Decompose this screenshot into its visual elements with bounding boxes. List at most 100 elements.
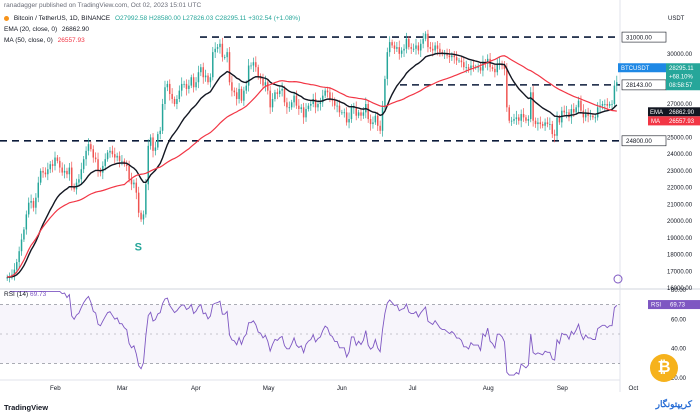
- candle-body: [245, 85, 247, 91]
- candle-body: [73, 185, 75, 190]
- event-icon: [613, 274, 623, 284]
- candle-body: [453, 55, 455, 58]
- y-tick-label: 30000.00: [667, 52, 693, 58]
- candle-body: [247, 65, 250, 86]
- candle-body: [140, 212, 142, 220]
- candle-body: [125, 164, 128, 166]
- symbol-tag-label: BTCUSDT: [621, 66, 650, 72]
- candle-body: [515, 117, 518, 120]
- candle-body: [281, 88, 283, 91]
- candle-body: [338, 105, 341, 113]
- candle-body: [209, 77, 212, 83]
- candle-body: [85, 150, 87, 160]
- candle-body: [391, 42, 393, 46]
- candle-body: [381, 107, 384, 131]
- ma-legend: MA (50, close, 0) 26557.93: [4, 37, 88, 44]
- ma-tag-value: 26557.93: [669, 119, 695, 125]
- candle-body: [410, 47, 412, 49]
- candle-body: [322, 95, 324, 103]
- candle-body: [300, 107, 302, 110]
- candle-body: [157, 134, 159, 148]
- candle-body: [173, 98, 176, 104]
- x-tick-label: Mar: [117, 385, 128, 392]
- candle-body: [496, 63, 499, 73]
- rsi-label: RSI (14): [4, 291, 29, 298]
- candle-body: [333, 100, 336, 106]
- candle-body: [513, 119, 515, 121]
- candle-body: [116, 155, 118, 158]
- candle-body: [530, 92, 532, 120]
- candle-body: [465, 67, 467, 68]
- candle-body: [295, 95, 298, 106]
- candle-body: [455, 57, 458, 61]
- candle-body: [551, 124, 553, 135]
- rsi-tag-label: RSI: [651, 303, 661, 309]
- bitcoin-icon: [4, 15, 9, 21]
- candle-body: [388, 42, 391, 53]
- candles: [6, 29, 618, 283]
- candle-body: [18, 251, 20, 263]
- candle-body: [135, 182, 138, 193]
- candle-body: [276, 92, 279, 94]
- candle-body: [180, 83, 183, 91]
- x-tick-label: Feb: [50, 385, 61, 392]
- candle-body: [386, 52, 389, 79]
- level-label: 28143.00: [626, 82, 652, 89]
- candle-body: [518, 117, 520, 121]
- candle-body: [336, 105, 338, 107]
- candle-body: [417, 45, 420, 51]
- candle-body: [580, 100, 582, 111]
- last-price-tag-bg: [666, 63, 700, 91]
- candle-body: [549, 124, 551, 125]
- candle-body: [20, 239, 23, 252]
- candle-body: [147, 145, 149, 185]
- x-tick-label: Sep: [557, 385, 569, 392]
- last-price-change: +68.10%: [669, 74, 694, 80]
- candle-body: [142, 214, 145, 220]
- candle-body: [527, 119, 530, 121]
- candle-body: [367, 104, 369, 120]
- rsi-tag-value: 69.73: [670, 303, 686, 309]
- candle-body: [360, 112, 362, 116]
- candle-body: [183, 83, 185, 85]
- candle-body: [302, 107, 305, 118]
- candle-body: [16, 262, 18, 270]
- y-tick-label: 19000.00: [667, 236, 693, 242]
- candle-body: [434, 45, 436, 51]
- candle-body: [319, 102, 322, 104]
- candle-body: [61, 167, 63, 173]
- candle-body: [176, 98, 178, 104]
- ema-tag-value: 26862.90: [669, 110, 695, 116]
- candle-body: [195, 82, 197, 88]
- last-price-countdown: 08:58:57: [669, 83, 693, 89]
- candle-body: [429, 47, 432, 49]
- candle-body: [355, 107, 357, 116]
- candle-body: [486, 58, 489, 64]
- ema-tag-bg: [666, 107, 700, 117]
- candle-body: [128, 165, 130, 180]
- candle-body: [503, 65, 506, 69]
- candle-body: [443, 53, 446, 55]
- candle-body: [228, 52, 231, 83]
- y-tick-label: 18000.00: [667, 253, 693, 259]
- level-tag: [621, 31, 667, 43]
- candle-body: [286, 102, 288, 108]
- candle-body: [30, 201, 32, 203]
- candle-body: [102, 165, 104, 173]
- candle-body: [235, 92, 238, 99]
- candle-body: [405, 38, 408, 49]
- x-tick-label: Jun: [337, 385, 348, 392]
- x-tick-label: Oct: [629, 385, 639, 392]
- candle-body: [25, 214, 28, 230]
- candle-body: [537, 122, 539, 125]
- candle-body: [161, 104, 164, 131]
- ema-label: EMA (20, close, 0): [4, 26, 58, 33]
- symbol-tag-bg: [618, 63, 666, 73]
- candle-body: [59, 160, 61, 168]
- candle-body: [145, 184, 147, 215]
- candle-body: [226, 52, 228, 58]
- candle-body: [106, 152, 109, 160]
- symbol-title: Bitcoin / TetherUS, 1D, BINANCE: [13, 15, 111, 22]
- candle-body: [463, 62, 465, 68]
- candle-body: [341, 112, 343, 114]
